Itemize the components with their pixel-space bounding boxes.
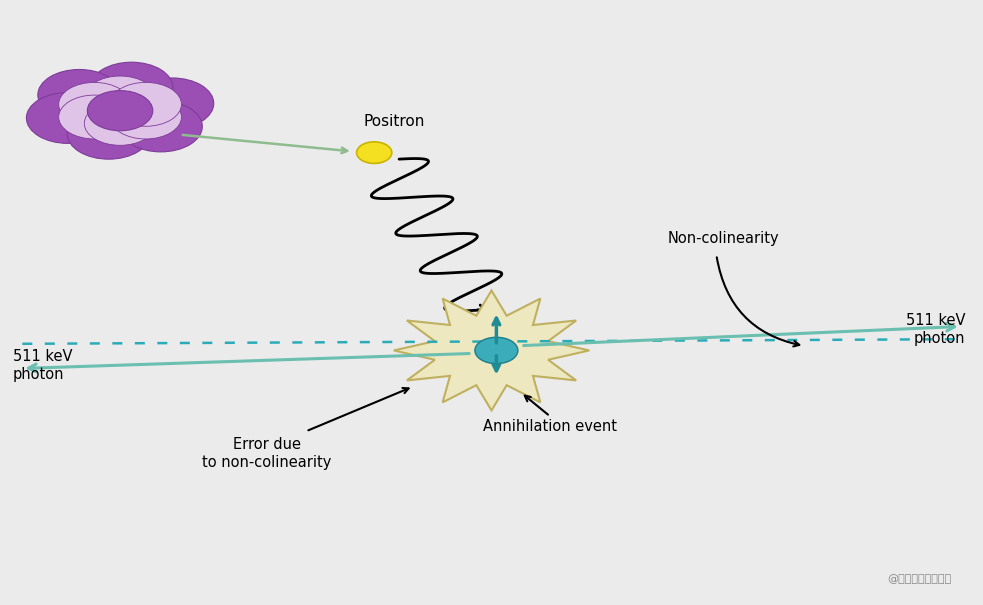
Text: Non-colinearity: Non-colinearity — [667, 231, 780, 246]
Circle shape — [85, 76, 156, 120]
Circle shape — [475, 337, 518, 364]
Circle shape — [119, 101, 202, 152]
Text: Annihilation event: Annihilation event — [484, 419, 617, 434]
Circle shape — [59, 95, 131, 139]
Polygon shape — [394, 290, 589, 410]
Circle shape — [87, 91, 152, 131]
Circle shape — [85, 102, 156, 145]
Circle shape — [131, 78, 213, 129]
Text: @稀土掘金技术社区: @稀土掘金技术社区 — [887, 574, 951, 584]
Circle shape — [67, 108, 150, 159]
Text: Positron: Positron — [363, 114, 425, 129]
Circle shape — [110, 95, 182, 139]
Text: 511 keV
photon: 511 keV photon — [13, 349, 72, 382]
Circle shape — [27, 93, 109, 143]
Circle shape — [357, 142, 392, 163]
Circle shape — [110, 82, 182, 126]
Circle shape — [59, 82, 131, 126]
Circle shape — [37, 70, 121, 120]
Text: 511 keV
photon: 511 keV photon — [906, 313, 965, 345]
Text: Error due
to non-colinearity: Error due to non-colinearity — [202, 437, 331, 469]
Circle shape — [90, 62, 173, 113]
